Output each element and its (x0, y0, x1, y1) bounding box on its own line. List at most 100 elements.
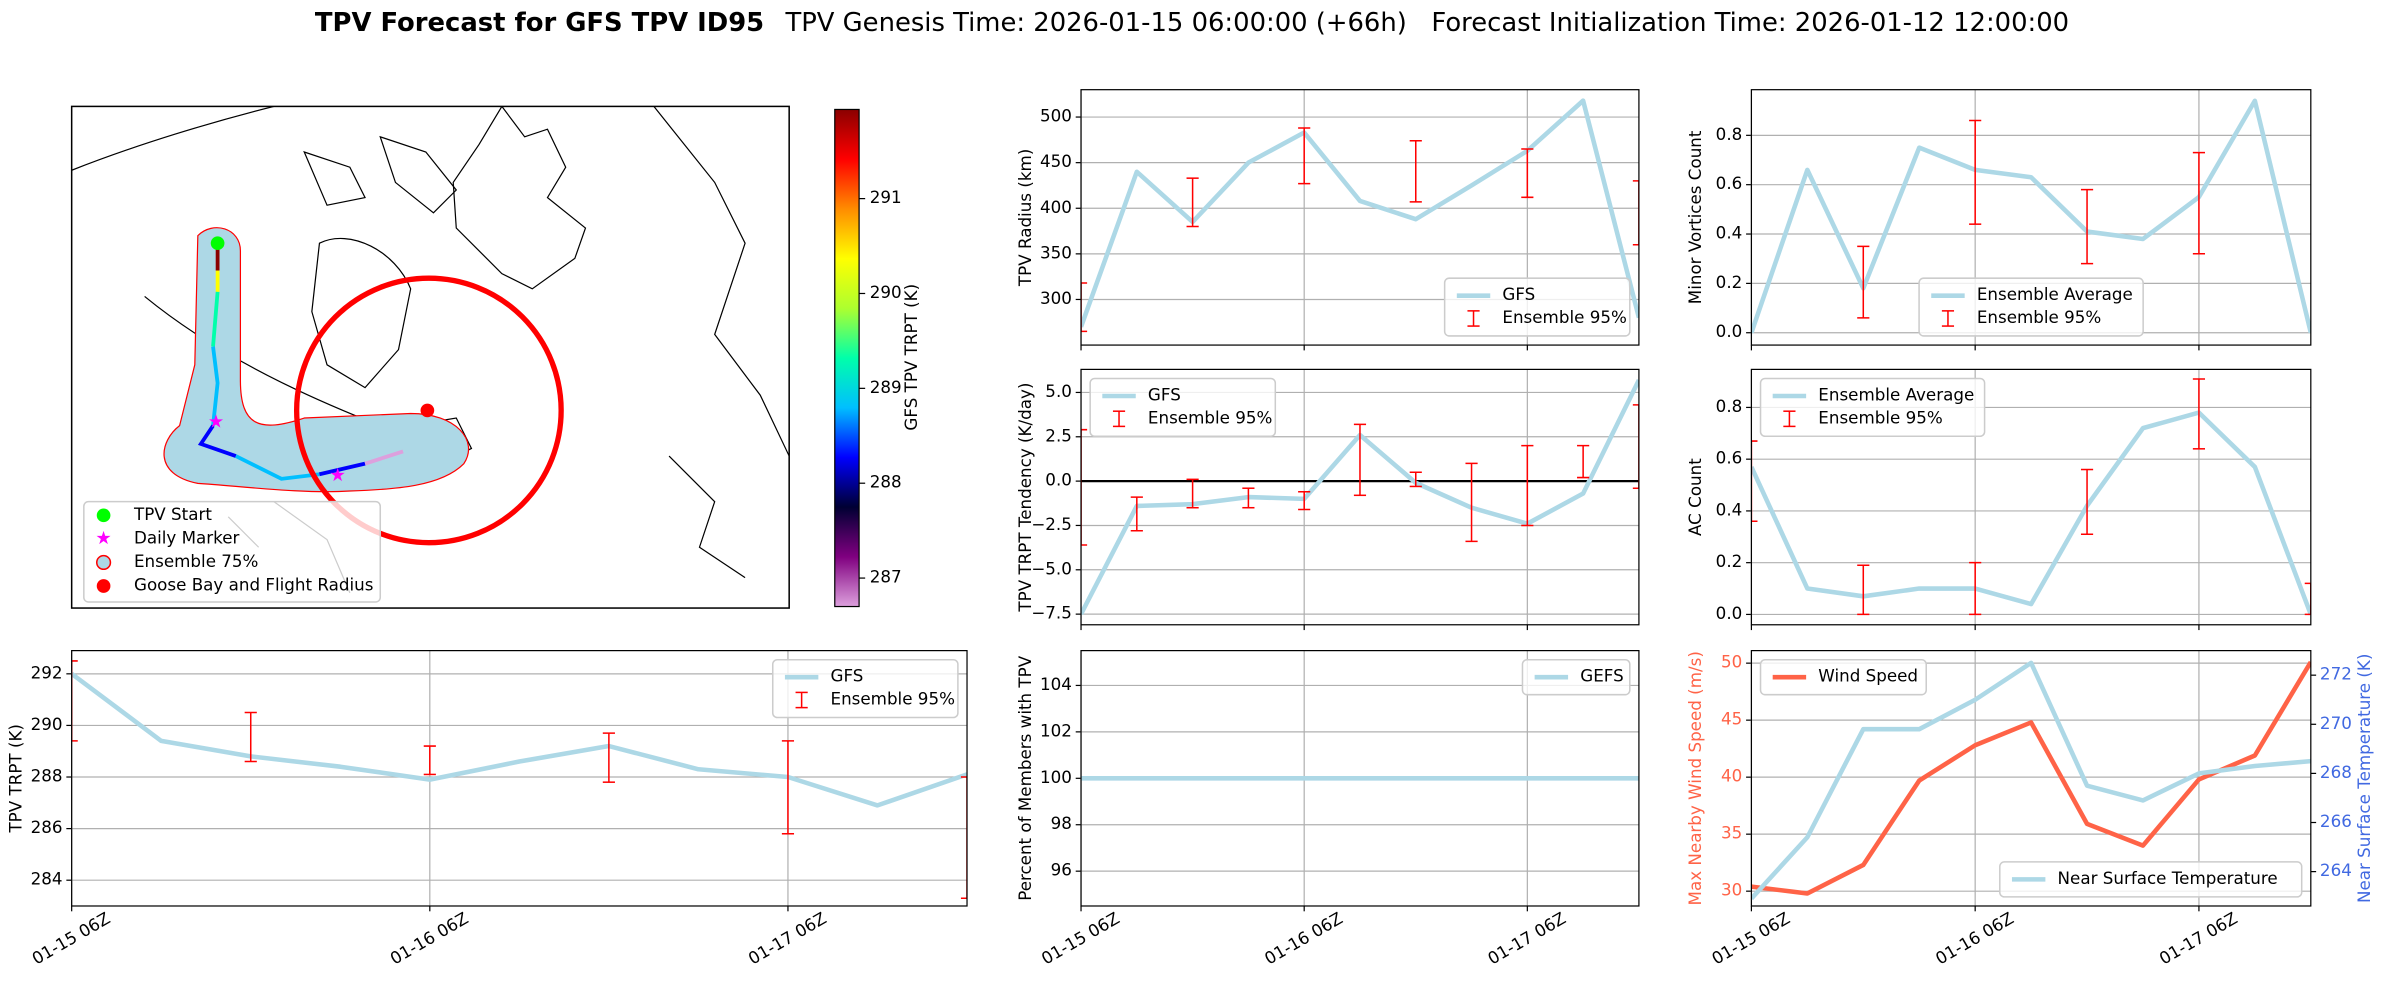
legend-marker (96, 579, 111, 593)
legend-marker (95, 554, 112, 571)
legend-box (771, 658, 959, 719)
legend-box (1443, 277, 1631, 337)
error-bar (1465, 462, 1478, 543)
legend-label: GFS (831, 666, 864, 686)
legend-label: Ensemble 95% (1148, 407, 1272, 427)
europe (653, 106, 790, 579)
colorbar-label: GFS TPV TRPT (K) (901, 284, 921, 431)
y-axis-label: Minor Vortices Count (1685, 130, 1705, 304)
error-bar (1409, 471, 1422, 488)
legend-label: Near Surface Temperature (2058, 868, 2278, 888)
legend: GFS Ensemble 95% (771, 658, 959, 719)
y-tick-label: 0.0 (1716, 603, 1743, 623)
error-bar (1857, 245, 1870, 319)
y-tick-label: 100 (1040, 767, 1072, 787)
legend-label: TPV Start (133, 504, 212, 524)
error-bar (71, 660, 78, 742)
figure-title: TPV Forecast for GFS TPV ID95 TPV Genesis… (315, 7, 2069, 37)
y-tick-label: 500 (1040, 106, 1072, 126)
y-tick-label: 284 (31, 869, 63, 889)
error-bar (1521, 148, 1534, 199)
y-tick-label: 102 (1040, 720, 1072, 740)
error-bar (1130, 496, 1143, 532)
legend-label: GFS (1502, 284, 1535, 304)
axes-frame (1080, 650, 1640, 907)
legend-label: Ensemble 95% (1818, 407, 1942, 427)
line-panel: 300 350 400 450 500 TPV Radius (km) GFS Ensembl… (1015, 89, 1640, 351)
x-tick-label: 01-17 06Z (2156, 908, 2241, 969)
track-segment (197, 424, 237, 458)
legend: Wind Speed (1759, 658, 1927, 696)
track-segment (234, 454, 320, 481)
legend: Near Surface Temperature (1999, 861, 2303, 898)
y-tick-label: 50 (1721, 652, 1742, 672)
y-tick-label: 400 (1040, 197, 1072, 217)
boundary-line (71, 106, 274, 171)
x-tick-label: 01-17 06Z (1484, 908, 1569, 969)
track-segment (211, 346, 220, 426)
plot-area (1751, 660, 2311, 901)
legend-label: GFS (1148, 384, 1181, 404)
line-panel: 284 286 288 290 292 01-15 06Z 01-16 06Z 01-17 0… (5, 650, 968, 969)
legend: GFS Ensemble 95% (1089, 377, 1277, 438)
plot-area (1081, 98, 1639, 333)
plot-area (71, 660, 968, 900)
title-subtitle: TPV Genesis Time: 2026-01-15 06:00:00 (+… (784, 7, 2069, 37)
series-line (1751, 98, 2311, 334)
y-tick-label: 0.2 (1716, 272, 1743, 292)
y-tick-label: −2.5 (1031, 514, 1072, 534)
y-tick-label: 5.0 (1045, 381, 1072, 401)
x-tick-label: 01-16 06Z (1261, 908, 1346, 969)
y-axis-label: AC Count (1685, 458, 1705, 536)
axes-frame (1080, 368, 1640, 626)
legend-label: Ensemble 95% (831, 689, 955, 709)
error-bar (2304, 582, 2311, 616)
tpv-start (210, 236, 225, 251)
y2-tick-label: 268 (2320, 762, 2352, 782)
y-axis-label: Percent of Members with TPV (1015, 655, 1035, 901)
series-line (1751, 660, 2311, 901)
error-bar (1521, 444, 1534, 527)
colorbar-tick-label: 289 (870, 377, 902, 397)
y-tick-label: 0.6 (1716, 173, 1743, 193)
map-frame (70, 105, 790, 609)
line-panel: 30 35 40 45 50 264 266 268 270 272 01-15 06Z 01-16 … (1685, 650, 2374, 969)
line-panel: −7.5 −5.0 −2.5 0.0 2.5 5.0 TPV TRPT Tendency (… (1015, 368, 1640, 631)
y-tick-label: 96 (1051, 860, 1072, 880)
x-tick-label: 01-15 06Z (1038, 908, 1123, 969)
legend-box (1089, 377, 1277, 438)
line-panel: 0.0 0.2 0.4 0.6 0.8 Minor Vortices Count Ensem… (1685, 89, 2312, 351)
line-panel: 96 98 100 102 104 01-15 06Z 01-16 06Z 01-17 06Z… (1015, 650, 1640, 969)
error-bar (1751, 440, 1758, 523)
error-bar (960, 776, 968, 900)
series-line (1081, 98, 1639, 328)
error-bar (1081, 282, 1088, 333)
x-tick-label: 01-16 06Z (1932, 908, 2017, 969)
error-bar (423, 745, 436, 776)
error-bar (1969, 561, 1982, 616)
x-tick-label: 01-17 06Z (745, 908, 830, 969)
legend-label: Ensemble 95% (1502, 307, 1626, 327)
y-tick-label: 35 (1721, 823, 1742, 843)
error-bar (1353, 423, 1367, 497)
legend: Ensemble Average Ensemble 95% (1918, 277, 2144, 337)
flight-radius (293, 275, 564, 546)
series-line (1751, 410, 2311, 616)
legend-label: Goose Bay and Flight Radius (134, 575, 373, 595)
y2-tick-label: 264 (2320, 860, 2352, 880)
error-bar (602, 732, 615, 783)
legend-box (1918, 277, 2144, 337)
y-tick-label: 40 (1721, 766, 1742, 786)
error-bar (1409, 140, 1422, 203)
map-legend-box (83, 500, 382, 603)
plot-area (1751, 98, 2311, 334)
error-bar (1857, 564, 1870, 616)
y-tick-label: 0.0 (1716, 321, 1743, 341)
plot-area (1751, 378, 2311, 616)
colorbar-tick-label: 288 (870, 472, 902, 492)
legend-label: Ensemble 75% (134, 551, 258, 571)
y-tick-label: 45 (1721, 709, 1742, 729)
y-tick-label: 0.6 (1716, 448, 1743, 468)
